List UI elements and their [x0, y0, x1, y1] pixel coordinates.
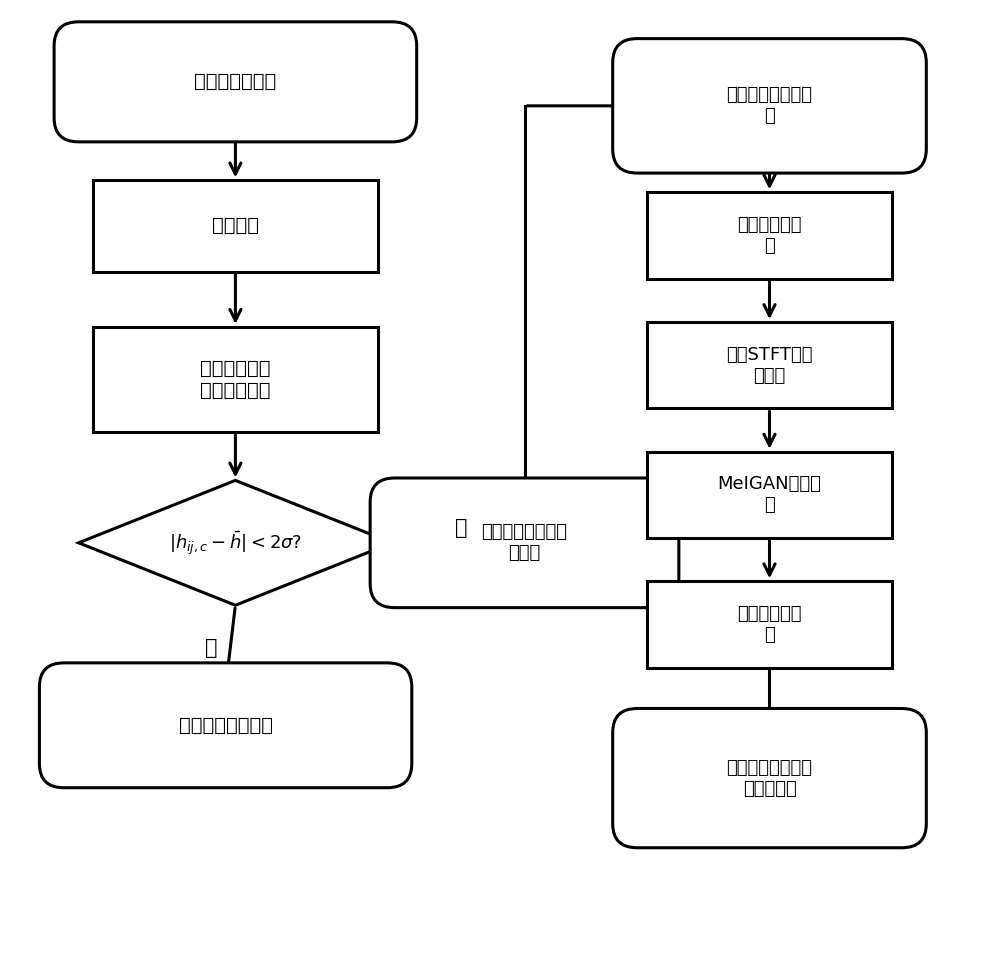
Text: 经过功率放大器输
出振动触觉: 经过功率放大器输 出振动触觉 [726, 759, 812, 798]
Text: 特征提取，计
算颜色直方图: 特征提取，计 算颜色直方图 [200, 359, 271, 400]
Bar [93, 180, 378, 271]
FancyBboxPatch shape [370, 478, 679, 608]
Text: 图像分割: 图像分割 [212, 217, 259, 235]
Bar [93, 326, 378, 432]
FancyBboxPatch shape [39, 662, 412, 788]
FancyBboxPatch shape [613, 38, 926, 173]
Bar [647, 321, 892, 409]
Text: 采集加速度信
号: 采集加速度信 号 [737, 217, 802, 255]
Text: 是: 是 [205, 638, 217, 659]
Bar [647, 581, 892, 667]
Text: 利用STFT，得
到频谱: 利用STFT，得 到频谱 [726, 346, 813, 384]
FancyBboxPatch shape [613, 709, 926, 848]
Text: 导盲杖触碰异常区
域: 导盲杖触碰异常区 域 [726, 86, 812, 125]
Text: 振动信号的音
频: 振动信号的音 频 [737, 605, 802, 644]
Text: 异常，停下用导盲
杖检测: 异常，停下用导盲 杖检测 [482, 523, 568, 563]
Text: 拍摄的地面图像: 拍摄的地面图像 [194, 73, 277, 91]
Text: 否: 否 [455, 518, 467, 538]
Text: 无异常，正常行走: 无异常，正常行走 [179, 715, 273, 735]
Text: $|h_{ij,c} - \bar{h}| < 2\sigma$?: $|h_{ij,c} - \bar{h}| < 2\sigma$? [169, 529, 302, 557]
Bar [647, 192, 892, 278]
Text: MeIGAN的生成
器: MeIGAN的生成 器 [718, 475, 821, 514]
FancyBboxPatch shape [54, 22, 417, 142]
Polygon shape [79, 480, 392, 606]
Bar [647, 452, 892, 538]
